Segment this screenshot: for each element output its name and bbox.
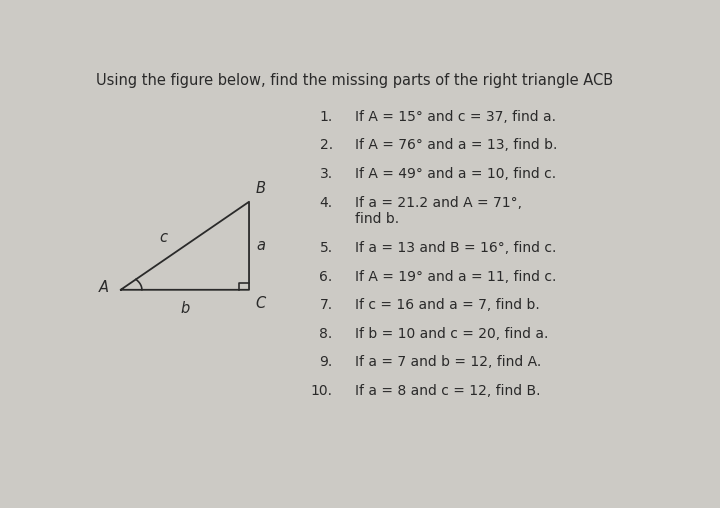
Text: 3.: 3. [320,167,333,181]
Text: If A = 19° and a = 11, find c.: If A = 19° and a = 11, find c. [355,270,557,284]
Text: C: C [256,296,266,311]
Text: If A = 76° and a = 13, find b.: If A = 76° and a = 13, find b. [355,138,557,152]
Text: 6.: 6. [320,270,333,284]
Text: 1.: 1. [320,110,333,124]
Text: 4.: 4. [320,196,333,209]
Text: 8.: 8. [320,327,333,341]
Text: Using the figure below, find the missing parts of the right triangle ACB: Using the figure below, find the missing… [96,73,613,88]
Text: If a = 8 and c = 12, find B.: If a = 8 and c = 12, find B. [355,384,541,398]
Text: If b = 10 and c = 20, find a.: If b = 10 and c = 20, find a. [355,327,549,341]
Text: a: a [257,238,266,253]
Text: b: b [180,301,189,316]
Text: If a = 21.2 and A = 71°,: If a = 21.2 and A = 71°, [355,196,522,209]
Text: find b.: find b. [355,212,399,226]
Text: If A = 49° and a = 10, find c.: If A = 49° and a = 10, find c. [355,167,556,181]
Text: If A = 15° and c = 37, find a.: If A = 15° and c = 37, find a. [355,110,556,124]
Text: If a = 7 and b = 12, find A.: If a = 7 and b = 12, find A. [355,356,541,369]
Text: If c = 16 and a = 7, find b.: If c = 16 and a = 7, find b. [355,298,540,312]
Text: c: c [160,230,168,245]
Text: If a = 13 and B = 16°, find c.: If a = 13 and B = 16°, find c. [355,241,557,255]
Text: 9.: 9. [320,356,333,369]
Text: A: A [99,280,109,295]
Text: B: B [256,181,266,196]
Text: 2.: 2. [320,138,333,152]
Text: 5.: 5. [320,241,333,255]
Text: 10.: 10. [311,384,333,398]
Text: 7.: 7. [320,298,333,312]
